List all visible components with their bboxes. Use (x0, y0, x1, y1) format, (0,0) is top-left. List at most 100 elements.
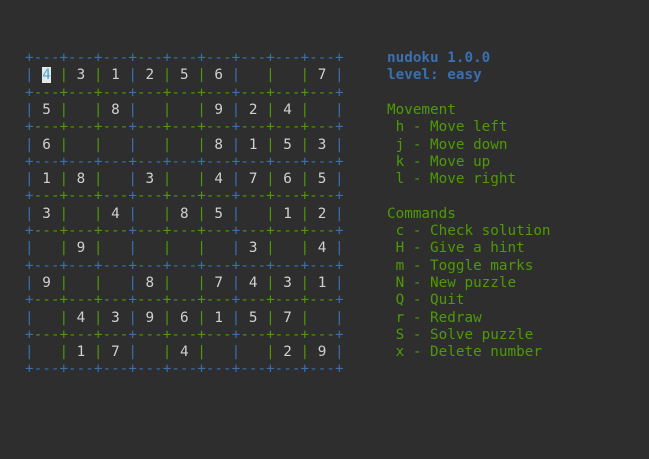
border-corner: + (128, 292, 137, 309)
sudoku-cell[interactable] (249, 67, 258, 83)
sudoku-cell[interactable]: 3 (283, 274, 292, 291)
sudoku-cell[interactable]: 9 (317, 344, 327, 361)
sudoku-cell[interactable] (214, 240, 223, 256)
sudoku-cell[interactable] (77, 275, 86, 291)
sudoku-cell[interactable]: 4 (76, 309, 86, 326)
sudoku-cell[interactable]: 5 (248, 309, 258, 326)
sudoku-cell[interactable]: 1 (317, 274, 327, 291)
sudoku-cell[interactable]: 6 (214, 67, 224, 84)
border-dash: --- (240, 119, 267, 136)
sudoku-cell[interactable]: 5 (214, 205, 224, 222)
sudoku-cell[interactable] (111, 137, 120, 153)
sudoku-cell[interactable]: 1 (42, 171, 51, 188)
sudoku-cell[interactable] (42, 344, 51, 360)
sudoku-cell[interactable] (180, 171, 189, 187)
border-corner: + (93, 153, 103, 170)
sudoku-cell[interactable] (77, 137, 86, 153)
sudoku-cell[interactable] (111, 171, 120, 187)
sudoku-cell[interactable] (180, 102, 189, 118)
border-dash: --- (309, 326, 335, 343)
sudoku-cell[interactable]: 4 (214, 171, 224, 188)
sudoku-cell[interactable]: 4 (179, 344, 189, 361)
border-bar: | (266, 171, 275, 188)
sudoku-cell[interactable]: 1 (283, 205, 292, 222)
sudoku-cell[interactable]: 5 (317, 171, 327, 188)
sudoku-cell[interactable]: 7 (111, 344, 120, 361)
sudoku-cell[interactable] (146, 137, 155, 153)
sudoku-cell[interactable]: 5 (283, 136, 292, 153)
sudoku-cell[interactable] (318, 310, 327, 326)
sudoku-cell[interactable]: 2 (317, 205, 327, 222)
sudoku-cell[interactable]: 8 (111, 101, 120, 118)
sudoku-cell[interactable] (249, 206, 258, 222)
border-dash: --- (171, 361, 198, 378)
border-bar: | (25, 67, 34, 84)
sudoku-cell[interactable]: 1 (214, 309, 224, 326)
sudoku-cell[interactable] (77, 206, 86, 222)
sudoku-cell[interactable] (146, 102, 155, 118)
sudoku-cell[interactable]: 9 (42, 274, 51, 291)
sudoku-cell[interactable]: 3 (76, 67, 86, 84)
sudoku-cell[interactable]: 7 (248, 171, 258, 188)
sudoku-cell[interactable] (111, 275, 120, 291)
sudoku-cell[interactable] (214, 344, 223, 360)
sudoku-cell[interactable]: 8 (179, 205, 189, 222)
border-corner: + (266, 292, 275, 309)
border-corner: + (334, 50, 344, 66)
sudoku-cell[interactable]: 5 (42, 101, 51, 118)
border-bar: | (162, 171, 172, 188)
border-corner: + (59, 50, 69, 66)
border-dash: --- (136, 119, 163, 136)
sudoku-cell[interactable] (42, 240, 51, 256)
sudoku-cell[interactable]: 6 (283, 171, 292, 188)
sudoku-cell[interactable]: 2 (248, 101, 258, 118)
sudoku-cell[interactable] (146, 206, 155, 222)
sudoku-cell[interactable]: 9 (76, 240, 86, 257)
command-key-help: S - Solve puzzle (387, 326, 534, 343)
sudoku-cell[interactable] (77, 102, 86, 118)
sudoku-cell[interactable]: 3 (42, 205, 51, 222)
board-row: | 5 | | 8 | | | 9 | 2 | 4 | | (25, 102, 344, 119)
sudoku-cell[interactable]: 7 (283, 309, 292, 326)
sudoku-cell[interactable]: 2 (283, 344, 292, 361)
sudoku-cell[interactable]: 3 (145, 171, 155, 188)
sudoku-cell[interactable]: 3 (248, 240, 258, 257)
sudoku-cell[interactable] (283, 67, 292, 83)
sudoku-cell[interactable] (180, 240, 189, 256)
sudoku-cell[interactable] (42, 310, 51, 326)
sudoku-cell[interactable] (111, 240, 120, 256)
sudoku-cell[interactable]: 3 (317, 136, 327, 153)
sudoku-cell-cursor[interactable]: 4 (42, 67, 51, 84)
sudoku-cell[interactable]: 7 (214, 274, 224, 291)
sudoku-cell[interactable]: 4 (111, 205, 120, 222)
sudoku-cell[interactable] (318, 102, 327, 118)
sudoku-cell[interactable]: 8 (214, 136, 224, 153)
border-dash: --- (274, 361, 301, 378)
border-bar: | (59, 344, 69, 361)
sudoku-cell[interactable]: 1 (76, 344, 86, 361)
sudoku-cell[interactable]: 3 (111, 309, 120, 326)
sudoku-cell[interactable] (180, 137, 189, 153)
border-corner: + (162, 257, 172, 274)
sudoku-cell[interactable] (146, 240, 155, 256)
sudoku-cell[interactable]: 4 (248, 274, 258, 291)
sudoku-cell[interactable] (180, 275, 189, 291)
sudoku-cell[interactable]: 2 (145, 67, 155, 84)
border-bar: | (300, 101, 310, 118)
sudoku-cell[interactable]: 4 (317, 240, 327, 257)
sudoku-cell[interactable]: 1 (248, 136, 258, 153)
sudoku-cell[interactable] (146, 344, 155, 360)
sudoku-cell[interactable]: 6 (179, 309, 189, 326)
sudoku-cell[interactable] (283, 240, 292, 256)
sudoku-cell[interactable] (249, 344, 258, 360)
border-corner: + (59, 84, 69, 101)
sudoku-cell[interactable]: 4 (283, 101, 292, 118)
sudoku-cell[interactable]: 6 (42, 136, 51, 153)
sudoku-cell[interactable]: 9 (214, 101, 224, 118)
sudoku-cell[interactable]: 5 (179, 67, 189, 84)
sudoku-cell[interactable]: 9 (145, 309, 155, 326)
sudoku-cell[interactable]: 8 (145, 274, 155, 291)
sudoku-cell[interactable]: 7 (317, 67, 327, 84)
sudoku-cell[interactable]: 1 (111, 67, 120, 84)
sudoku-cell[interactable]: 8 (76, 171, 86, 188)
